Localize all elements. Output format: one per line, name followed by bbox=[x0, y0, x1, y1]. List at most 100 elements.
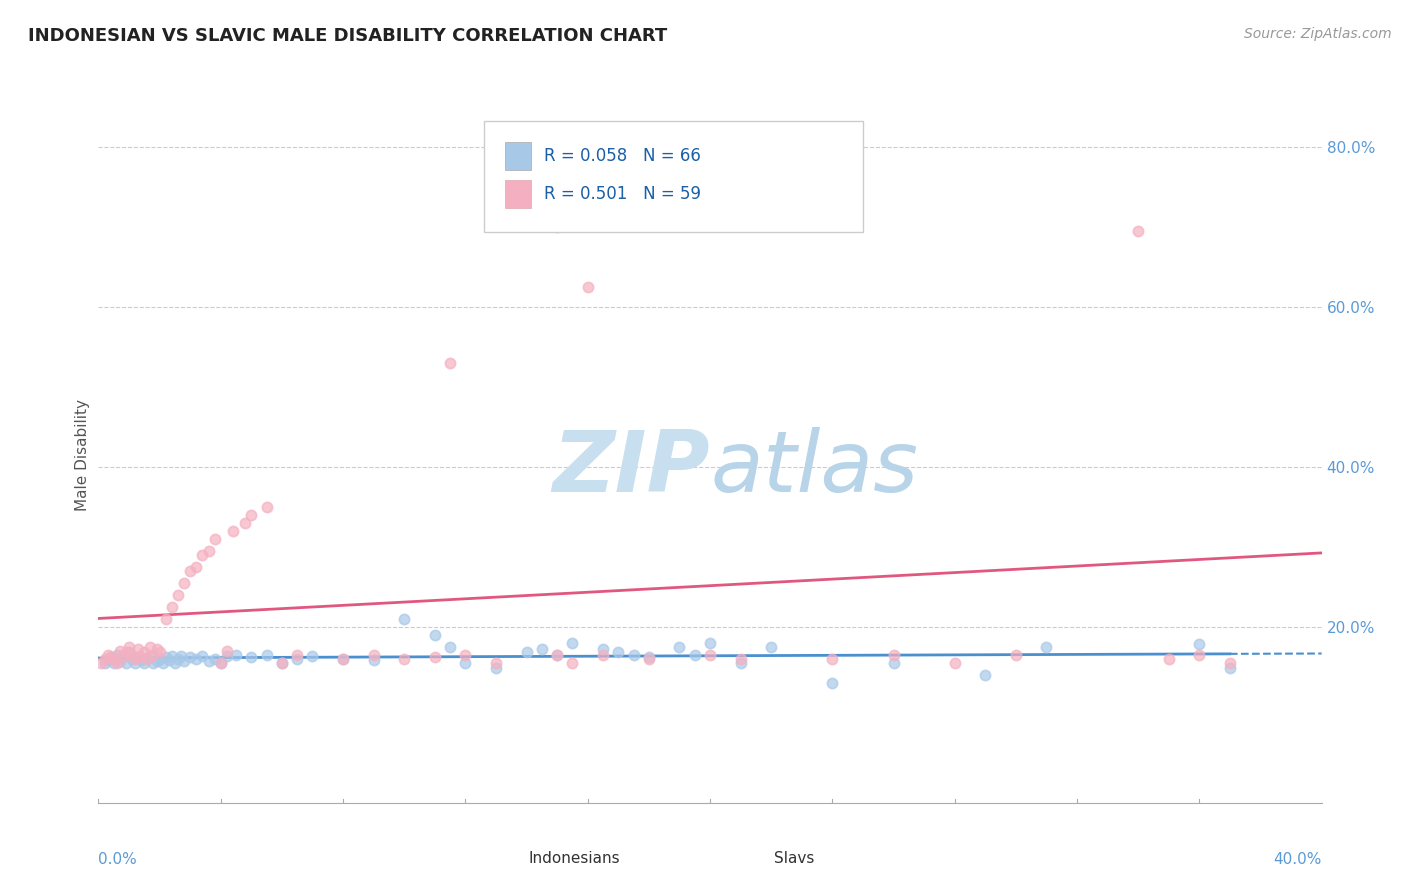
Point bbox=[668, 640, 690, 654]
Point bbox=[1004, 648, 1026, 662]
Text: Slavs: Slavs bbox=[773, 851, 814, 866]
Point bbox=[103, 656, 125, 670]
Point bbox=[160, 599, 183, 614]
Point bbox=[1188, 637, 1211, 651]
Point bbox=[592, 642, 614, 657]
Point bbox=[363, 653, 385, 667]
Point bbox=[1219, 661, 1241, 675]
Point bbox=[173, 575, 195, 590]
Point bbox=[136, 652, 159, 666]
Point bbox=[93, 656, 115, 670]
Point bbox=[439, 356, 461, 370]
FancyBboxPatch shape bbox=[505, 142, 531, 169]
Point bbox=[439, 640, 461, 654]
Point bbox=[134, 645, 156, 659]
Point bbox=[546, 648, 568, 662]
Point bbox=[423, 628, 446, 642]
Point bbox=[163, 656, 186, 670]
Point bbox=[121, 652, 143, 666]
Point bbox=[683, 648, 706, 662]
Point bbox=[699, 648, 721, 662]
Point bbox=[883, 656, 905, 670]
FancyBboxPatch shape bbox=[489, 845, 517, 872]
Point bbox=[118, 645, 141, 659]
Point bbox=[530, 642, 553, 657]
Point bbox=[576, 280, 599, 294]
Point bbox=[124, 656, 146, 670]
Point bbox=[186, 560, 208, 574]
Point bbox=[637, 652, 661, 666]
Text: 0.0%: 0.0% bbox=[98, 852, 138, 866]
Point bbox=[204, 652, 226, 666]
Point bbox=[332, 652, 354, 666]
Point bbox=[139, 640, 162, 654]
Point bbox=[121, 648, 143, 662]
Point bbox=[974, 668, 997, 682]
Point bbox=[152, 656, 174, 670]
Text: ZIP: ZIP bbox=[553, 427, 710, 510]
Point bbox=[363, 648, 385, 662]
Point bbox=[124, 652, 146, 666]
Point bbox=[105, 648, 128, 662]
Point bbox=[186, 652, 208, 666]
Point bbox=[1188, 648, 1211, 662]
Point bbox=[93, 652, 115, 666]
Point bbox=[173, 654, 195, 668]
Point bbox=[103, 653, 125, 667]
Point bbox=[170, 649, 193, 664]
Point bbox=[454, 648, 477, 662]
Point bbox=[179, 564, 201, 578]
Point bbox=[149, 652, 172, 666]
Point bbox=[561, 636, 583, 650]
Point bbox=[285, 652, 308, 666]
Text: atlas: atlas bbox=[710, 427, 918, 510]
Point bbox=[191, 649, 214, 664]
Point bbox=[883, 648, 905, 662]
Point bbox=[240, 508, 263, 522]
Point bbox=[127, 642, 149, 657]
Point bbox=[129, 653, 152, 667]
Point bbox=[270, 656, 292, 670]
Point bbox=[155, 650, 177, 665]
Point bbox=[209, 656, 232, 670]
Point bbox=[108, 644, 131, 658]
Point bbox=[1219, 656, 1241, 670]
Point bbox=[301, 649, 323, 664]
Point bbox=[191, 548, 214, 562]
Point bbox=[97, 653, 120, 667]
Text: Source: ZipAtlas.com: Source: ZipAtlas.com bbox=[1244, 27, 1392, 41]
Point bbox=[1128, 224, 1150, 238]
Point bbox=[485, 661, 508, 675]
Point bbox=[134, 656, 156, 670]
Text: R = 0.501   N = 59: R = 0.501 N = 59 bbox=[544, 185, 700, 203]
Point bbox=[115, 645, 138, 659]
Point bbox=[127, 650, 149, 665]
FancyBboxPatch shape bbox=[505, 180, 531, 208]
Point bbox=[240, 650, 263, 665]
Text: Indonesians: Indonesians bbox=[529, 851, 620, 866]
Point bbox=[1035, 640, 1057, 654]
Point bbox=[233, 516, 256, 530]
Point bbox=[256, 648, 278, 662]
Point bbox=[118, 640, 141, 654]
Point bbox=[332, 652, 354, 666]
Point bbox=[256, 500, 278, 514]
Point bbox=[1157, 652, 1180, 666]
Text: INDONESIAN VS SLAVIC MALE DISABILITY CORRELATION CHART: INDONESIAN VS SLAVIC MALE DISABILITY COR… bbox=[28, 27, 668, 45]
Point bbox=[145, 654, 167, 668]
Point bbox=[821, 652, 844, 666]
Point bbox=[139, 649, 162, 664]
Point bbox=[167, 652, 190, 666]
Point bbox=[145, 642, 167, 657]
Point bbox=[759, 640, 782, 654]
Point bbox=[204, 532, 226, 546]
Text: R = 0.058   N = 66: R = 0.058 N = 66 bbox=[544, 147, 700, 165]
Point bbox=[561, 656, 583, 670]
Point bbox=[392, 612, 416, 626]
Point bbox=[142, 648, 165, 662]
Point bbox=[516, 645, 538, 659]
Point bbox=[730, 656, 752, 670]
Point bbox=[111, 649, 134, 664]
Point bbox=[943, 656, 966, 670]
Point bbox=[637, 650, 661, 665]
